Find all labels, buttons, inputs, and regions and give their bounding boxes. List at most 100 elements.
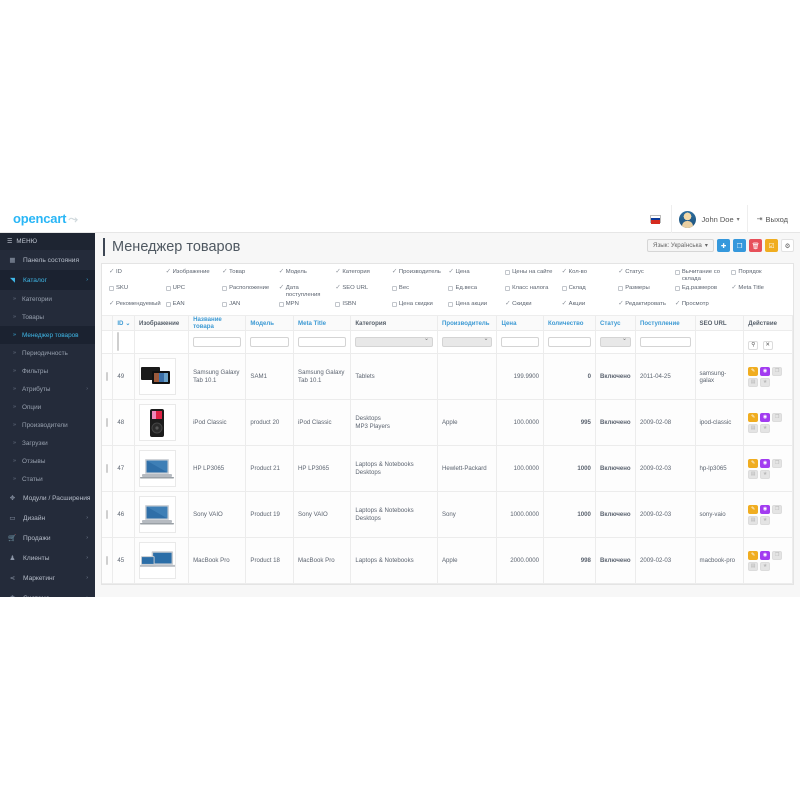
sidebar-subitem-4[interactable]: » Менеджер товаров: [0, 326, 95, 344]
edit-action[interactable]: ✎: [748, 550, 759, 560]
checkbox-icon[interactable]: [166, 268, 171, 276]
report-action[interactable]: ▤: [748, 423, 759, 433]
sidebar-subitem-12[interactable]: » Статьи: [0, 470, 95, 488]
star-action[interactable]: ★: [760, 377, 771, 387]
checkbox-icon[interactable]: [109, 268, 114, 276]
column-filter-0[interactable]: ID: [109, 268, 164, 283]
column-product-name[interactable]: Название товара: [188, 316, 247, 331]
column-filter-15[interactable]: Дата поступления: [279, 284, 334, 299]
edit-action[interactable]: ✎: [748, 504, 759, 514]
column-id[interactable]: ID ⌄: [112, 316, 135, 331]
report-action[interactable]: ▤: [748, 515, 759, 525]
sidebar-item-18[interactable]: ✿ Система ›: [0, 588, 95, 598]
column-filter-25[interactable]: EAN: [165, 301, 221, 309]
column-filter-28[interactable]: ISBN: [335, 301, 390, 309]
column-filter-19[interactable]: Класс налога: [505, 285, 560, 299]
checkbox-icon[interactable]: [448, 268, 453, 276]
russian-flag-icon[interactable]: [649, 215, 661, 224]
star-action[interactable]: ★: [760, 423, 771, 433]
checkbox-icon[interactable]: [448, 301, 454, 307]
checkbox-icon[interactable]: [618, 300, 623, 308]
copy-action[interactable]: ❐: [772, 504, 783, 514]
checkbox-icon[interactable]: [222, 301, 228, 307]
checkbox-icon[interactable]: [279, 284, 284, 292]
sidebar-subitem-9[interactable]: » Производители: [0, 416, 95, 434]
column-filter-22[interactable]: Ед.размеров: [674, 285, 730, 299]
sidebar-item-16[interactable]: ♟ Клиенты ›: [0, 548, 95, 568]
checkbox-icon[interactable]: [109, 300, 114, 308]
checkbox-icon[interactable]: [165, 301, 171, 307]
close-icon[interactable]: ✕: [762, 340, 773, 350]
checkbox-icon[interactable]: [222, 285, 228, 291]
star-action[interactable]: ★: [760, 515, 771, 525]
column-filter-29[interactable]: Цена скидки: [391, 301, 447, 309]
checkbox-icon[interactable]: [392, 268, 397, 276]
column-filter-4[interactable]: Категория: [335, 268, 390, 283]
copy-action[interactable]: ❐: [772, 458, 783, 468]
checkbox-icon[interactable]: [505, 300, 510, 308]
filter-product-name-input[interactable]: [193, 336, 242, 347]
row-checkbox[interactable]: [106, 556, 108, 565]
view-action[interactable]: ◉: [760, 504, 771, 514]
column-filter-14[interactable]: Расположение: [222, 285, 277, 299]
column-filter-13[interactable]: UPC: [165, 285, 221, 299]
column-filter-12[interactable]: SKU: [109, 285, 164, 299]
sidebar-item-13[interactable]: ✥ Модули / Расширения ›: [0, 488, 95, 508]
logout-button[interactable]: ⇥ Выход: [746, 205, 796, 233]
column-manufacturer[interactable]: Производитель: [437, 316, 498, 331]
report-action[interactable]: ▤: [748, 561, 759, 571]
column-filter-8[interactable]: Кол-во: [562, 268, 617, 283]
column-filter-24[interactable]: Рекомендуемый: [109, 300, 164, 309]
filter-quantity-input[interactable]: [548, 336, 591, 347]
checkbox-icon[interactable]: [391, 285, 397, 291]
checkbox-icon[interactable]: [618, 268, 623, 276]
checkbox-icon[interactable]: [562, 268, 567, 276]
star-action[interactable]: ★: [760, 469, 771, 479]
edit-button[interactable]: ☑: [765, 239, 778, 252]
view-action[interactable]: ◉: [760, 550, 771, 560]
column-filter-26[interactable]: JAN: [222, 301, 277, 309]
column-filter-20[interactable]: Склад: [561, 285, 617, 299]
checkbox-icon[interactable]: [731, 284, 736, 292]
sidebar-item-17[interactable]: ⋖ Маркетинг ›: [0, 568, 95, 588]
sidebar-item-15[interactable]: 🛒 Продажи ›: [0, 528, 95, 548]
column-date-available[interactable]: Поступление: [635, 316, 696, 331]
report-action[interactable]: ▤: [748, 377, 759, 387]
checkbox-icon[interactable]: [109, 285, 114, 291]
row-checkbox[interactable]: [106, 418, 108, 427]
column-filter-7[interactable]: Цены на сайте: [505, 269, 560, 283]
column-filter-9[interactable]: Статус: [618, 268, 673, 283]
copy-action[interactable]: ❐: [772, 366, 783, 376]
sidebar-item-0[interactable]: ▦ Панель состояния: [0, 250, 95, 270]
row-checkbox[interactable]: [106, 372, 108, 381]
column-filter-18[interactable]: Ед.веса: [448, 285, 503, 299]
checkbox-icon[interactable]: [335, 268, 340, 276]
checkbox-icon[interactable]: [674, 269, 680, 275]
checkbox-icon[interactable]: [335, 284, 340, 292]
column-filter-16[interactable]: SEO URL: [335, 284, 390, 299]
hamburger-icon[interactable]: ☰: [7, 239, 13, 245]
filter-manufacturer-select[interactable]: [441, 335, 493, 347]
settings-button[interactable]: ⚙: [781, 239, 794, 252]
column-filter-2[interactable]: Товар: [222, 268, 277, 283]
column-filter-3[interactable]: Модель: [279, 268, 334, 283]
checkbox-icon[interactable]: [222, 268, 227, 276]
checkbox-icon[interactable]: [279, 268, 284, 276]
column-filter-34[interactable]: Просмотр: [675, 300, 730, 309]
user-menu[interactable]: John Doe ▾: [670, 205, 747, 233]
add-button[interactable]: ✚: [717, 239, 730, 252]
checkbox-icon[interactable]: [731, 269, 737, 275]
sidebar-item-1[interactable]: ◥ Каталог ›: [0, 270, 95, 290]
view-action[interactable]: ◉: [760, 412, 771, 422]
search-icon[interactable]: ⚲: [748, 340, 759, 350]
opencart-logo[interactable]: opencart ⤳: [13, 211, 78, 227]
star-action[interactable]: ★: [760, 561, 771, 571]
edit-action[interactable]: ✎: [748, 366, 759, 376]
select-all-checkbox[interactable]: [117, 332, 120, 351]
row-checkbox[interactable]: [106, 510, 108, 519]
column-meta-title[interactable]: Meta Title: [293, 316, 352, 331]
delete-button[interactable]: 🗑: [749, 239, 762, 252]
checkbox-icon[interactable]: [505, 285, 511, 291]
column-filter-6[interactable]: Цена: [448, 268, 503, 283]
sidebar-subitem-8[interactable]: » Опции: [0, 398, 95, 416]
